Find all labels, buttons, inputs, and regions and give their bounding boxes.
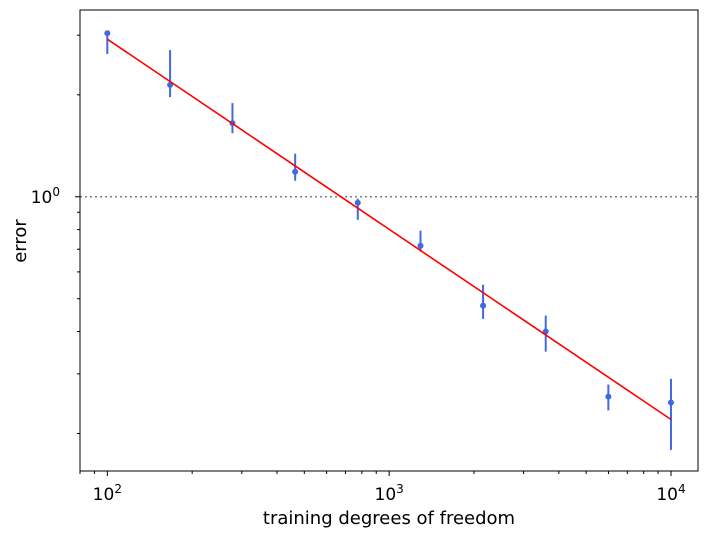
axes-frame [79,9,699,472]
data-point [104,30,111,37]
data-point [480,302,487,309]
data-point [292,168,299,175]
data-point [667,399,674,406]
x-axis-label: training degrees of freedom [263,508,515,529]
y-tick-label: 100 [31,185,60,208]
x-tick-label: 102 [93,482,122,505]
x-tick-label: 103 [375,482,404,505]
x-tick-label: 104 [656,482,685,505]
data-point [417,242,424,249]
y-axis-label: error [10,219,31,263]
data-point [354,199,361,206]
plot-area: 102 103 104 100 [31,9,699,505]
fit-line [106,38,672,421]
data-point [605,393,612,400]
